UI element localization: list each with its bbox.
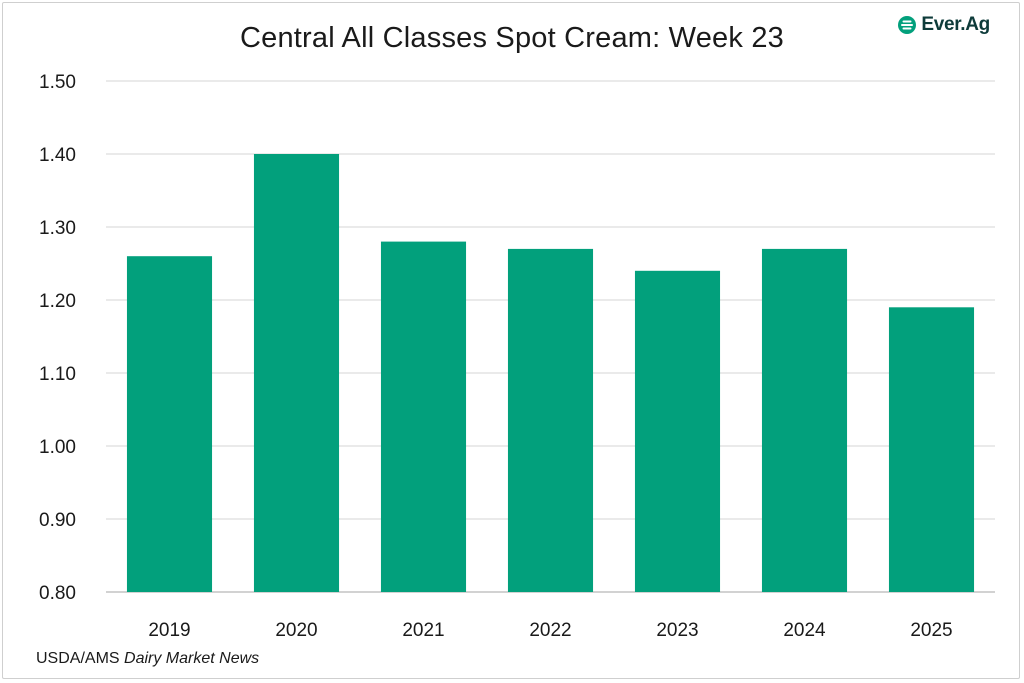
- y-tick-label: 0.90: [39, 510, 76, 531]
- y-axis: 0.80 0.90 1.00 1.10 1.20 1.30 1.40 1.50: [39, 72, 76, 604]
- bar-2025: [888, 307, 975, 592]
- x-tick-label: 2023: [656, 620, 698, 641]
- y-tick-label: 1.10: [39, 364, 76, 385]
- bar-2024: [761, 248, 848, 592]
- x-tick-label: 2020: [275, 620, 317, 641]
- y-tick-label: 1.00: [39, 437, 76, 458]
- x-tick-label: 2025: [910, 620, 952, 641]
- bar-2023: [634, 270, 721, 592]
- y-tick-label: 1.30: [39, 218, 76, 239]
- y-tick-label: 0.80: [39, 583, 76, 604]
- ever-ag-logo-icon: [898, 16, 917, 34]
- y-tick-label: 1.20: [39, 291, 76, 312]
- bar-2021: [380, 241, 467, 592]
- source-note: USDA/AMS Dairy Market News: [36, 650, 259, 668]
- bar-2022: [507, 248, 594, 592]
- chart-title: Central All Classes Spot Cream: Week 23: [240, 22, 784, 54]
- x-tick-label: 2022: [529, 620, 571, 641]
- bars: [126, 154, 975, 592]
- logo-text: Ever.Ag: [921, 14, 990, 35]
- y-tick-label: 1.50: [39, 72, 76, 93]
- bar-2020: [253, 154, 340, 592]
- x-tick-label: 2024: [783, 620, 826, 641]
- bar-2019: [126, 256, 213, 592]
- y-tick-label: 1.40: [39, 145, 76, 166]
- x-axis: 2019 2020 2021 2022 2023 2024 2025: [148, 620, 952, 641]
- source-publication: Dairy Market News: [124, 650, 260, 667]
- x-tick-label: 2021: [402, 620, 444, 641]
- ever-ag-logo: Ever.Ag: [897, 14, 990, 36]
- x-tick-label: 2019: [148, 620, 190, 641]
- source-prefix: USDA/AMS: [36, 650, 125, 667]
